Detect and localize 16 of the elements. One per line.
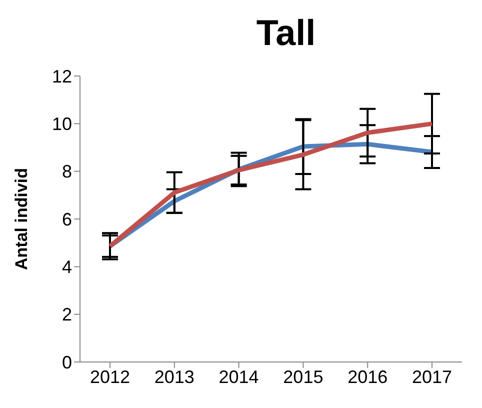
y-axis-title: Antal individ — [12, 168, 32, 270]
y-tick-label: 8 — [62, 162, 72, 182]
x-tick-label: 2012 — [90, 366, 130, 387]
x-tick-label: 2014 — [218, 366, 259, 387]
y-tick-label: 10 — [52, 114, 72, 134]
y-tick-label: 12 — [52, 66, 72, 86]
x-tick-label: 2017 — [412, 366, 452, 387]
line-series — [108, 121, 434, 248]
y-tick-label: 2 — [62, 304, 72, 325]
y-tick-label: 4 — [62, 257, 72, 278]
x-tick-label: 2013 — [154, 366, 194, 387]
y-tick-label: 6 — [62, 209, 72, 230]
y-tick-label: 0 — [62, 352, 72, 372]
chart-title: Tall — [255, 11, 317, 55]
x-tick-label: 2015 — [283, 366, 324, 387]
x-tick-label: 2016 — [348, 366, 388, 387]
